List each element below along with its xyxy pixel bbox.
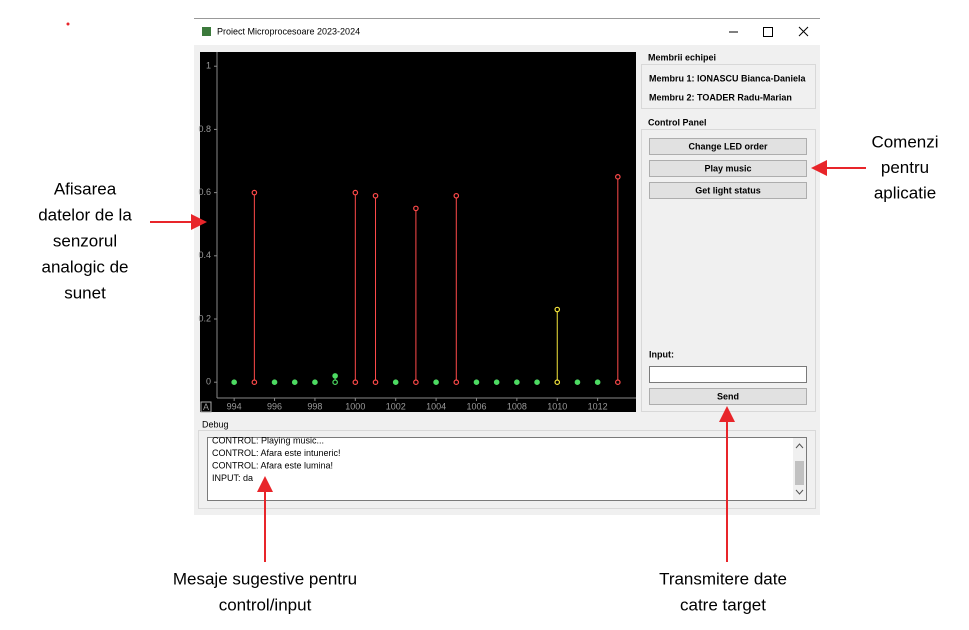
button-label[interactable]: Get light status bbox=[695, 185, 761, 195]
stem-marker bbox=[392, 379, 399, 386]
member: Membru 2: TOADER Radu-Marian bbox=[649, 92, 792, 102]
stem-base bbox=[251, 379, 258, 386]
auto-range-button[interactable] bbox=[200, 401, 212, 413]
maximize[interactable] bbox=[763, 27, 773, 37]
buttons: Change LED order Play music Get light stat… bbox=[649, 138, 807, 199]
group-title: Membrii echipei bbox=[648, 52, 716, 62]
debug-log: CONTROL: Playing music... CONTROL: Afara … bbox=[207, 435, 807, 501]
stem-marker bbox=[231, 379, 237, 386]
stem-marker bbox=[291, 379, 298, 386]
stem-marker bbox=[615, 174, 621, 180]
annotation-line: aplicatie bbox=[874, 183, 936, 202]
x-tick-label: 996 bbox=[267, 401, 282, 411]
annotation-line: pentru bbox=[881, 158, 929, 177]
title-bar bbox=[194, 18, 820, 45]
stem-marker bbox=[554, 306, 561, 313]
annotation-line: catre target bbox=[680, 595, 766, 614]
stem-marker bbox=[372, 192, 379, 199]
stem-base bbox=[372, 379, 379, 386]
y-tick-label: 0.4 bbox=[198, 250, 211, 260]
x-tick-label: 1002 bbox=[386, 401, 406, 411]
window-title: Proiect Microprocesoare 2023-2024 bbox=[217, 26, 360, 36]
stem-marker bbox=[312, 379, 318, 386]
log-line: CONTROL: Afara este intuneric! bbox=[212, 448, 341, 458]
log-line: INPUT: da bbox=[212, 473, 253, 483]
annotation-line: Comenzi bbox=[871, 132, 938, 151]
log-lines: CONTROL: Playing music... CONTROL: Afara … bbox=[212, 435, 341, 483]
stem-base bbox=[413, 379, 419, 386]
x-tick-label: 1000 bbox=[345, 401, 365, 411]
button-label[interactable]: Play music bbox=[704, 163, 751, 173]
y-tick-label: 0.2 bbox=[198, 313, 211, 323]
stem-base bbox=[554, 379, 561, 386]
stem-marker bbox=[594, 379, 601, 386]
auto-range-label[interactable]: A bbox=[203, 402, 209, 412]
stem-marker bbox=[251, 189, 258, 196]
stem-marker bbox=[271, 379, 278, 386]
x-tick-label: 1012 bbox=[588, 401, 608, 411]
send-button[interactable] bbox=[649, 388, 807, 405]
button[interactable] bbox=[649, 138, 807, 155]
log-box bbox=[207, 437, 807, 501]
stem-base bbox=[352, 379, 359, 386]
close[interactable] bbox=[798, 26, 809, 37]
stem-base bbox=[453, 379, 460, 386]
stem-marker bbox=[332, 373, 338, 379]
input-label: Input: bbox=[649, 349, 674, 359]
app-icon bbox=[202, 27, 211, 36]
y-tick-label: 1 bbox=[206, 61, 211, 71]
plot: 0 0.2 0.4 0.6 0.8 1 994 996 998 1000 1002 1004 1006 1… bbox=[198, 61, 621, 411]
annotation-line: Afisarea bbox=[54, 179, 117, 198]
group-title: Control Panel bbox=[648, 117, 707, 127]
member: Membru 1: IONASCU Bianca-Daniela bbox=[649, 73, 807, 83]
stem-marker bbox=[514, 379, 520, 386]
scroll-thumb[interactable] bbox=[795, 461, 804, 485]
plot-area bbox=[200, 52, 636, 412]
stem-marker bbox=[493, 379, 500, 386]
group-title: Debug bbox=[202, 419, 229, 429]
x-tick-label: 1010 bbox=[547, 401, 567, 411]
x-tick-label: 994 bbox=[227, 401, 242, 411]
annotation-line: control/input bbox=[219, 595, 312, 614]
annotation-line: Mesaje sugestive pentru bbox=[173, 569, 357, 588]
annotations: Afisarea datelor de la senzorul analogic de… bbox=[38, 132, 938, 614]
stem-base bbox=[615, 379, 621, 386]
button-label[interactable]: Change LED order bbox=[688, 141, 768, 151]
x-tick-label: 1008 bbox=[507, 401, 527, 411]
x-tick-label: 1006 bbox=[466, 401, 486, 411]
annotation-line: sunet bbox=[64, 283, 106, 302]
button[interactable] bbox=[649, 182, 807, 199]
stem-marker bbox=[433, 379, 439, 386]
y-tick-label: 0.6 bbox=[198, 187, 211, 197]
group-box bbox=[641, 64, 816, 109]
dot bbox=[66, 22, 70, 26]
input-box[interactable] bbox=[649, 366, 807, 383]
y-tick-label: 0.8 bbox=[198, 124, 211, 134]
log-line: CONTROL: Playing music... bbox=[212, 435, 324, 445]
stem-marker bbox=[453, 192, 460, 199]
x-tick-label: 998 bbox=[307, 401, 322, 411]
stem-base bbox=[332, 379, 338, 386]
stem-marker bbox=[534, 379, 540, 386]
button[interactable] bbox=[649, 160, 807, 177]
stem-marker bbox=[473, 379, 480, 386]
x-tick-label: 1004 bbox=[426, 401, 446, 411]
y-tick-label: 0 bbox=[206, 377, 211, 387]
group-box bbox=[198, 430, 816, 509]
log-line: CONTROL: Afara este lumina! bbox=[212, 460, 333, 470]
scroll-arrows[interactable] bbox=[795, 443, 804, 495]
annotation-line: analogic de bbox=[42, 257, 129, 276]
stem-marker bbox=[574, 379, 581, 386]
send-label[interactable]: Send bbox=[717, 391, 739, 401]
annotation-line: datelor de la bbox=[38, 205, 132, 224]
annotation-line: Transmitere date bbox=[659, 569, 787, 588]
stem-marker bbox=[413, 205, 419, 212]
stem-marker bbox=[352, 189, 359, 196]
annotation-line: senzorul bbox=[53, 231, 117, 250]
